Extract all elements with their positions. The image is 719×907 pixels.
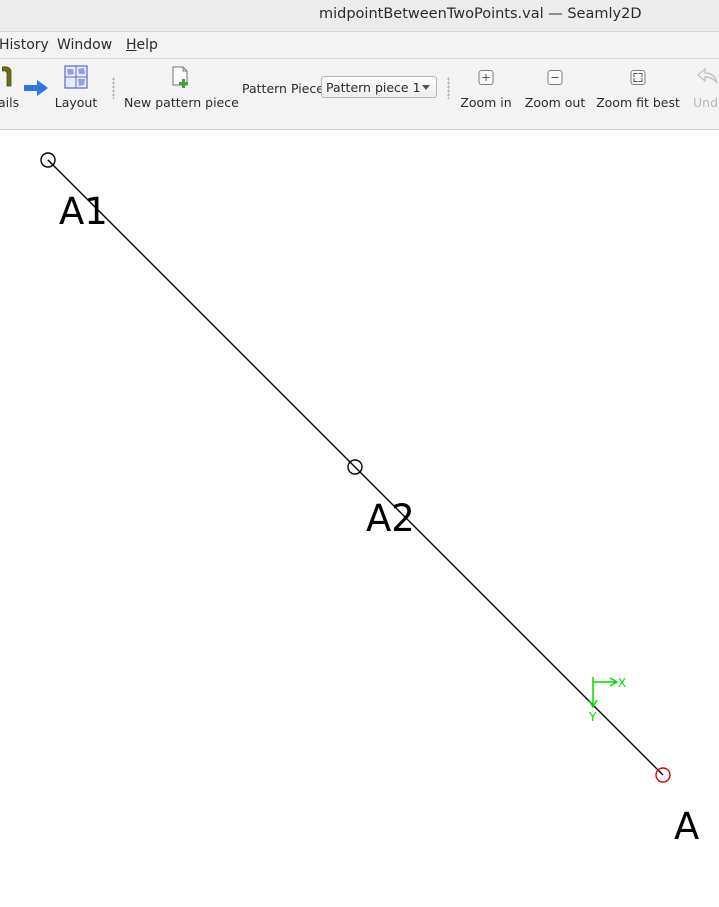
menu-window[interactable]: Window: [57, 37, 113, 53]
pattern-piece-label: Pattern Piece:: [242, 81, 329, 96]
line-a1-a[interactable]: [47, 159, 664, 776]
zoom-fit-best-button[interactable]: Zoom fit best: [596, 59, 680, 119]
zoom-out-label: Zoom out: [524, 95, 586, 110]
point-a[interactable]: [655, 767, 671, 783]
arrow-right-icon: [24, 80, 48, 96]
pattern-piece-select[interactable]: Pattern piece 1: [321, 76, 437, 98]
window-title: midpointBetweenTwoPoints.val — Seamly2D: [319, 6, 642, 22]
point-a2[interactable]: [347, 459, 363, 475]
zoom-in-button[interactable]: Zoom in: [459, 59, 513, 119]
menu-help-rest: elp: [136, 37, 158, 53]
zoom-out-button[interactable]: Zoom out: [524, 59, 586, 119]
menu-history[interactable]: History: [0, 37, 49, 53]
zoom-out-icon: [547, 70, 563, 85]
menu-help[interactable]: Help: [126, 37, 158, 53]
details-icon: [2, 66, 12, 87]
drawing-canvas[interactable]: A1 A2 A X Y: [0, 130, 719, 907]
zoom-in-icon: [478, 70, 494, 85]
menu-help-mnemonic: H: [126, 37, 137, 53]
new-pattern-piece-label: New pattern piece: [124, 95, 239, 110]
point-a1[interactable]: [40, 152, 56, 168]
toolbar-grip[interactable]: [112, 77, 115, 99]
undo-label: Undo: [693, 95, 719, 110]
new-pattern-piece-icon: [172, 66, 188, 88]
chevron-down-icon: [422, 85, 430, 90]
details-button[interactable]: ails: [0, 59, 20, 119]
title-bar: midpointBetweenTwoPoints.val — Seamly2D: [0, 0, 719, 32]
undo-button[interactable]: Undo: [689, 59, 719, 119]
main-toolbar: ails Layout New pattern piece Pattern Pi…: [0, 59, 719, 130]
pattern-piece-value: Pattern piece 1: [326, 80, 421, 95]
axis-y-label: Y: [588, 710, 597, 724]
undo-icon: [696, 67, 718, 84]
menu-bar: History Window Help: [0, 32, 719, 59]
layout-icon: [64, 65, 88, 89]
layout-button[interactable]: Layout: [52, 59, 100, 119]
layout-label: Layout: [54, 95, 98, 110]
zoom-fit-best-label: Zoom fit best: [596, 95, 680, 110]
details-label: ails: [0, 95, 20, 110]
point-label-a[interactable]: A: [674, 805, 699, 848]
origin-axes-icon: X Y: [588, 676, 626, 724]
pattern-drawing[interactable]: A1 A2 A X Y: [0, 130, 719, 907]
new-pattern-piece-button[interactable]: New pattern piece: [124, 59, 239, 119]
point-label-a1[interactable]: A1: [59, 190, 108, 233]
zoom-fit-best-icon: [630, 70, 646, 85]
toolbar-grip[interactable]: [447, 77, 450, 99]
point-label-a2[interactable]: A2: [366, 497, 415, 540]
zoom-in-label: Zoom in: [460, 95, 512, 110]
axis-x-label: X: [618, 676, 626, 690]
